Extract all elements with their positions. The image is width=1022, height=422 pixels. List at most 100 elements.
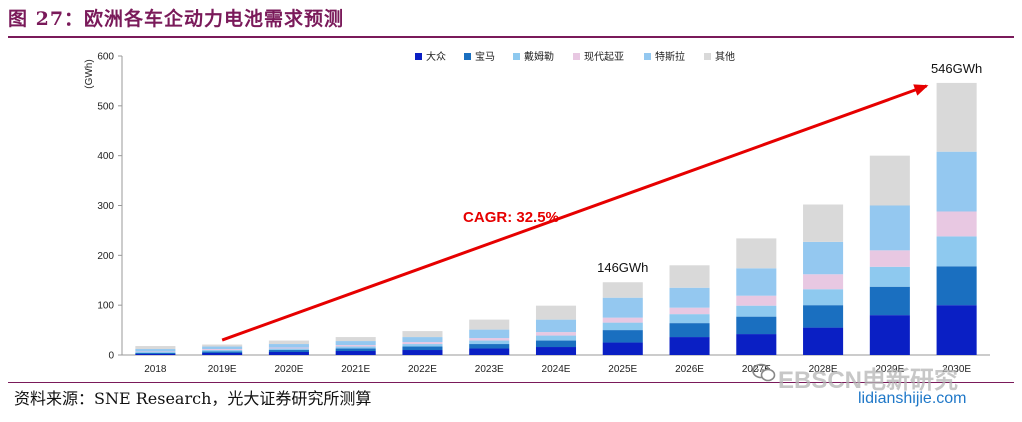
y-tick-label: 300: [97, 201, 114, 212]
bar-segment: [268, 340, 309, 345]
bar-segment: [469, 340, 510, 345]
x-tick-label: 2030E: [942, 364, 971, 375]
legend-label: 大众: [426, 50, 446, 63]
bar-segment: [135, 349, 176, 352]
bar-segment: [936, 151, 977, 212]
bar-segment: [602, 342, 643, 355]
y-tick-label: 200: [97, 251, 114, 262]
x-tick-label: 2026E: [675, 364, 704, 375]
bar-segment: [402, 350, 443, 355]
x-tick-label: 2022E: [408, 364, 437, 375]
bar-segment: [469, 338, 510, 341]
bar-segment: [268, 350, 309, 353]
bar-segment: [869, 205, 910, 251]
bar-segment: [736, 316, 777, 335]
bar-segment: [736, 334, 777, 355]
bar-segment: [335, 348, 376, 352]
bar-segment: [202, 351, 243, 354]
bar-segment: [402, 337, 443, 343]
y-tick-label: 0: [108, 351, 114, 362]
bar-segment: [602, 322, 643, 331]
bars-layer: [135, 82, 977, 355]
y-tick-label: 600: [97, 52, 114, 63]
bar-segment: [469, 348, 510, 355]
legend-swatch: [513, 53, 520, 60]
bar-segment: [202, 344, 243, 347]
legend-label: 特斯拉: [655, 50, 685, 63]
total-annotation: 546GWh: [931, 61, 982, 76]
bar-segment: [869, 155, 910, 206]
bar-segment: [202, 350, 243, 352]
legend-swatch: [644, 53, 651, 60]
bar-segment: [736, 305, 777, 317]
bar-segment: [535, 332, 577, 336]
legend-label: 宝马: [475, 50, 495, 63]
y-tick-label: 400: [97, 151, 114, 162]
x-tick-label: 2027E: [742, 364, 771, 375]
bar-segment: [602, 317, 643, 323]
cagr-arrow-head: [913, 84, 929, 96]
axes-layer: 0 100 200 300 400 500 600(GWh): [84, 52, 990, 362]
bar-segment: [469, 329, 510, 339]
bar-segment: [869, 250, 910, 267]
y-axis-label: (GWh): [84, 59, 95, 88]
bar-segment: [803, 274, 844, 290]
bar-segment: [335, 351, 376, 355]
bar-segment: [469, 319, 510, 330]
source-note: 资料来源：SNE Research，光大证券研究所测算: [14, 389, 372, 408]
bar-segment: [602, 297, 643, 318]
bar-segment: [335, 337, 376, 342]
bar-segment: [736, 238, 777, 269]
x-tick-label: 2029E: [875, 364, 904, 375]
wechat-icon: [752, 363, 776, 382]
bar-segment: [936, 266, 977, 306]
bar-segment: [669, 314, 710, 324]
y-tick-label: 100: [97, 301, 114, 312]
bar-segment: [335, 346, 376, 349]
bar-segment: [602, 282, 643, 298]
total-annotation: 146GWh: [597, 260, 648, 275]
bar-segment: [869, 266, 910, 287]
bar-segment: [602, 330, 643, 343]
bar-segment: [669, 337, 710, 355]
legend-swatch: [573, 53, 580, 60]
bar-segment: [202, 346, 243, 350]
bar-segment: [535, 319, 577, 333]
footer-divider: [8, 382, 1014, 383]
cagr-label: CAGR: 32.5%: [463, 209, 559, 226]
bar-segment: [869, 286, 910, 316]
bar-segment: [803, 204, 844, 242]
bar-segment: [535, 335, 577, 341]
y-tick-label: 500: [97, 101, 114, 112]
bar-segment: [268, 344, 309, 348]
bar-segment: [135, 352, 176, 354]
x-tick-label: 2025E: [608, 364, 637, 375]
legend-swatch: [415, 53, 422, 60]
bar-segment: [135, 354, 176, 355]
bar-segment: [268, 352, 309, 355]
bar-segment: [936, 82, 977, 152]
x-tick-label: 2023E: [475, 364, 504, 375]
bar-segment: [402, 331, 443, 338]
bar-segment: [335, 345, 376, 347]
bar-segment: [669, 307, 710, 315]
title-divider: [8, 36, 1014, 38]
x-tick-label: 2021E: [341, 364, 370, 375]
bar-segment: [803, 289, 844, 306]
watermark-url: lidianshijie.com: [858, 390, 967, 407]
bar-segment: [936, 236, 977, 267]
bar-segment: [202, 349, 243, 351]
bar-segment: [402, 344, 443, 347]
bar-segment: [402, 342, 443, 345]
bar-segment: [402, 346, 443, 351]
bar-segment: [736, 268, 777, 296]
legend-label: 现代起亚: [584, 51, 624, 63]
bar-segment: [803, 241, 844, 275]
bar-segment: [469, 344, 510, 349]
legend-swatch: [704, 53, 711, 60]
bar-segment: [669, 265, 710, 288]
x-tick-label: 2028E: [809, 364, 838, 375]
page-title: 图 27：欧洲各车企动力电池需求预测: [8, 8, 345, 30]
legend-label: 戴姆勒: [524, 50, 554, 63]
bar-segment: [268, 348, 309, 351]
